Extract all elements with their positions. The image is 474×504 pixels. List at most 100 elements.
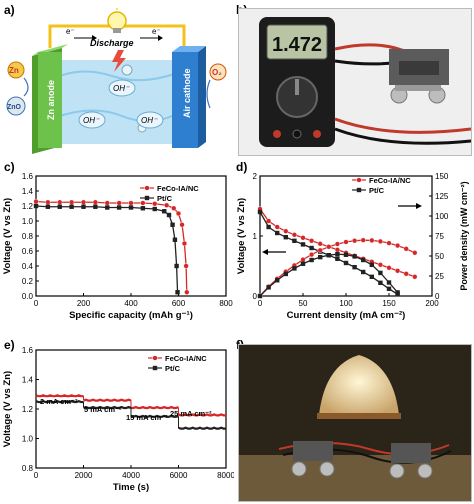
oh-ion-3 (78, 111, 106, 129)
y-axis-label: Voltage (V vs Zn) (2, 198, 13, 274)
o2-text: O₂ (212, 68, 222, 77)
data-point (80, 199, 87, 205)
data-point (395, 268, 401, 274)
data-point (152, 201, 158, 207)
data-point (128, 200, 134, 206)
bulb-icon (107, 8, 127, 33)
data-point (265, 218, 272, 224)
data-point (69, 204, 74, 209)
data-point (45, 204, 51, 209)
x-tick-label: 2000 (75, 471, 93, 480)
y-tick-label: 0.0 (22, 292, 34, 301)
data-point (317, 241, 323, 247)
data-point (378, 270, 383, 276)
zinc-air-battery-device (389, 49, 449, 104)
panel-f-photo (238, 344, 472, 502)
data-point (57, 199, 63, 205)
zn-particle (7, 61, 25, 79)
y2-tick-label: 75 (435, 232, 444, 241)
oh-ion (108, 79, 136, 97)
y2-tick-label: 25 (435, 272, 444, 281)
segment-Pt/C (131, 414, 179, 418)
data-point (300, 235, 306, 241)
y-tick-label: 0.4 (22, 262, 34, 271)
segment-FeCo-IA/NC (178, 413, 226, 417)
lamp-photo (239, 345, 471, 501)
data-point (45, 199, 51, 205)
y-tick-label: 2 (253, 172, 258, 181)
data-point (326, 244, 332, 250)
data-point (283, 271, 288, 277)
y2-axis-label: Power density (mW cm⁻²) (459, 181, 469, 290)
data-point (33, 203, 39, 209)
electron-label-right: e⁻ (152, 27, 161, 36)
oh-text-3: OH⁻ (83, 116, 100, 125)
data-point (360, 237, 366, 243)
y2-tick-label: 150 (435, 172, 449, 181)
x-tick-label: 600 (172, 299, 186, 308)
data-point (164, 202, 170, 208)
data-point (395, 290, 400, 295)
data-point (140, 206, 146, 211)
data-point (361, 269, 366, 275)
arrow-left-voltage-head (262, 249, 268, 255)
discharge-label: Discharge (90, 38, 134, 48)
data-point (395, 242, 401, 249)
y-tick-label: 1 (253, 232, 258, 241)
x-tick-label: 200 (425, 299, 439, 308)
data-point (175, 290, 180, 295)
y-tick-label: 1.2 (22, 202, 34, 211)
meter-dial (276, 76, 318, 118)
y-tick-label: 0.8 (22, 464, 34, 473)
data-point (309, 245, 314, 251)
data-point (309, 257, 314, 263)
data-point (386, 286, 392, 291)
x-tick-label: 100 (339, 299, 353, 308)
data-point (412, 250, 418, 256)
data-point (326, 253, 331, 258)
series-line-Pt/C power (259, 253, 399, 297)
x-tick-label: 8000 (217, 471, 234, 480)
oh-ion-2 (136, 111, 164, 129)
oh-text-2: OH⁻ (141, 116, 158, 125)
panel-c-chart: 0 200 400 600 800 0.0 0.2 0.4 0.6 0.8 1.0 1.2 1.4 1.6… (2, 172, 233, 321)
data-point (266, 285, 271, 290)
zinc-air-battery-1 (291, 441, 335, 477)
current-density-annotation: 2 mA cm⁻² (40, 397, 78, 406)
legend-marker-Pt/C (144, 195, 150, 201)
y2-tick-label: 125 (435, 192, 449, 201)
legend-label: Pt/C (369, 186, 385, 195)
data-point (283, 228, 289, 234)
data-point (266, 224, 271, 230)
data-point (179, 222, 185, 228)
electron-arrow-left (74, 35, 97, 41)
y-tick-label: 1.0 (22, 217, 34, 226)
data-point (152, 206, 157, 212)
y-axis-label: Voltage (V vs Zn) (236, 198, 247, 274)
lightning-icon (112, 50, 126, 72)
data-point (369, 262, 374, 267)
legend-label: FeCo-IA/NC (157, 184, 199, 193)
book-lamp (317, 355, 401, 419)
data-point (170, 222, 175, 227)
data-point (317, 247, 323, 253)
data-point (291, 232, 298, 238)
data-point (257, 293, 263, 299)
data-point (352, 254, 357, 259)
x-axis-label: Time (s) (113, 482, 149, 493)
panel-a-schematic: Discharge e⁻ e⁻ Zn anode Air cathode Zn … (6, 8, 227, 154)
panel-e-label: e) (4, 338, 15, 352)
data-point (403, 271, 409, 277)
legend-label: FeCo-IA/NC (369, 176, 411, 185)
plot-frame (35, 175, 227, 297)
electron-label-left: e⁻ (66, 27, 75, 36)
air-cathode (172, 46, 206, 148)
data-point (343, 260, 349, 266)
data-point (171, 205, 177, 211)
panel-c-label: c) (4, 160, 15, 174)
data-point (351, 238, 358, 244)
x-tick-label: 0 (34, 299, 39, 308)
data-point (274, 224, 280, 230)
zno-particle (6, 96, 26, 116)
